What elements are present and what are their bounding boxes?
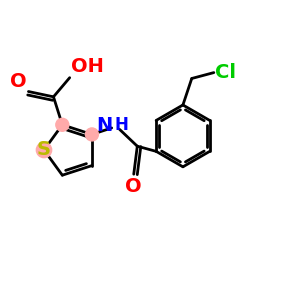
Text: OH: OH xyxy=(71,57,104,76)
Circle shape xyxy=(56,118,69,131)
Text: O: O xyxy=(11,72,27,91)
Circle shape xyxy=(85,128,98,141)
Text: S: S xyxy=(37,140,51,160)
Text: N: N xyxy=(96,116,112,134)
Text: H: H xyxy=(115,116,128,134)
Text: Cl: Cl xyxy=(215,62,236,82)
Text: O: O xyxy=(125,177,142,196)
Circle shape xyxy=(36,142,52,158)
